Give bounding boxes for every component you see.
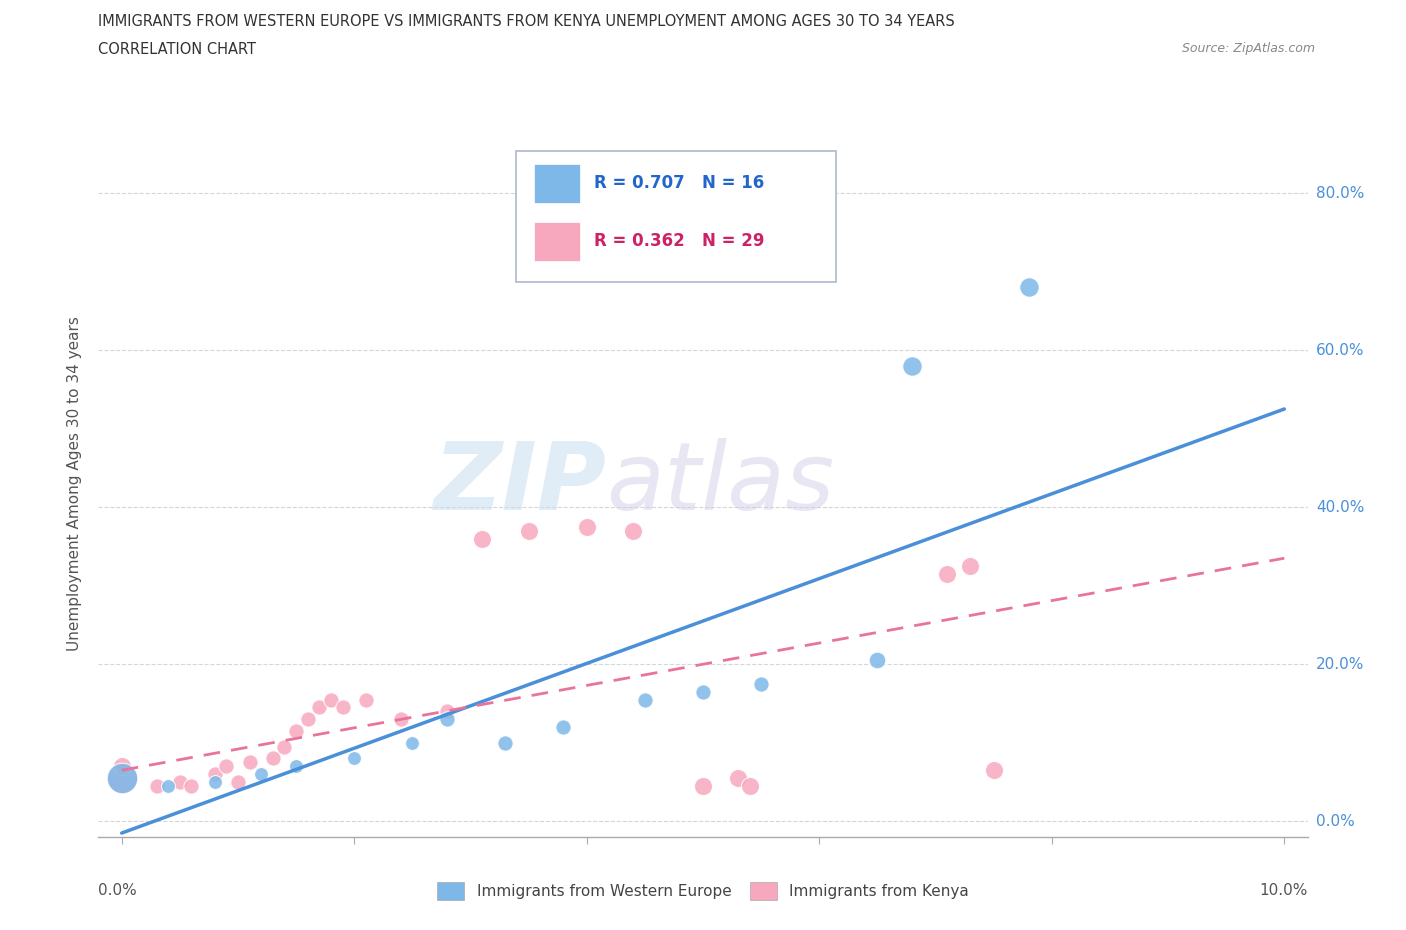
Point (901, 358, 924, 373)
Point (273, 739, 295, 754)
Point (226, 775, 249, 790)
Point (180, 778, 202, 793)
Point (436, 711, 458, 726)
Point (145, 778, 167, 793)
Point (401, 736, 423, 751)
Point (262, 751, 284, 766)
Point (204, 766, 226, 781)
FancyBboxPatch shape (534, 164, 579, 203)
Point (866, 653, 889, 668)
Text: IMMIGRANTS FROM WESTERN EUROPE VS IMMIGRANTS FROM KENYA UNEMPLOYMENT AMONG AGES : IMMIGRANTS FROM WESTERN EUROPE VS IMMIGR… (98, 14, 955, 29)
Text: 0.0%: 0.0% (98, 883, 138, 898)
Point (319, 692, 342, 707)
Point (111, 771, 134, 786)
FancyBboxPatch shape (516, 152, 837, 282)
Point (169, 775, 191, 790)
Text: 40.0%: 40.0% (1316, 499, 1364, 514)
Text: 60.0%: 60.0% (1316, 342, 1364, 358)
Point (354, 692, 377, 707)
Point (204, 775, 226, 790)
Point (389, 711, 412, 726)
Point (471, 531, 494, 546)
Point (621, 524, 644, 538)
Point (250, 766, 273, 781)
Point (308, 700, 330, 715)
Point (494, 736, 516, 751)
Legend: Immigrants from Western Europe, Immigrants from Kenya: Immigrants from Western Europe, Immigran… (437, 883, 969, 900)
Text: CORRELATION CHART: CORRELATION CHART (98, 42, 256, 57)
Point (738, 778, 761, 793)
Text: 0.0%: 0.0% (1316, 814, 1354, 829)
Text: 20.0%: 20.0% (1316, 657, 1364, 671)
Point (111, 771, 134, 786)
Point (959, 559, 981, 574)
Text: Source: ZipAtlas.com: Source: ZipAtlas.com (1181, 42, 1315, 55)
Point (634, 692, 657, 707)
Text: atlas: atlas (606, 438, 835, 529)
Point (111, 759, 134, 774)
Point (239, 755, 262, 770)
Text: R = 0.362   N = 29: R = 0.362 N = 29 (595, 232, 765, 250)
Point (343, 751, 366, 766)
Point (436, 704, 458, 719)
Point (692, 684, 714, 699)
Point (749, 676, 772, 691)
Point (692, 778, 714, 793)
Point (285, 759, 308, 774)
Point (553, 720, 575, 735)
Text: 10.0%: 10.0% (1260, 883, 1308, 898)
Point (157, 778, 180, 793)
Point (727, 771, 749, 786)
Point (517, 524, 540, 538)
Point (1018, 280, 1040, 295)
FancyBboxPatch shape (534, 222, 579, 261)
Point (575, 519, 598, 534)
Text: ZIP: ZIP (433, 438, 606, 529)
Point (215, 759, 238, 774)
Y-axis label: Unemployment Among Ages 30 to 34 years: Unemployment Among Ages 30 to 34 years (67, 316, 83, 651)
Point (332, 700, 354, 715)
Point (936, 566, 959, 581)
Text: 80.0%: 80.0% (1316, 185, 1364, 201)
Point (983, 763, 1005, 777)
Point (285, 724, 308, 738)
Text: R = 0.707   N = 16: R = 0.707 N = 16 (595, 174, 765, 193)
Point (297, 711, 319, 726)
